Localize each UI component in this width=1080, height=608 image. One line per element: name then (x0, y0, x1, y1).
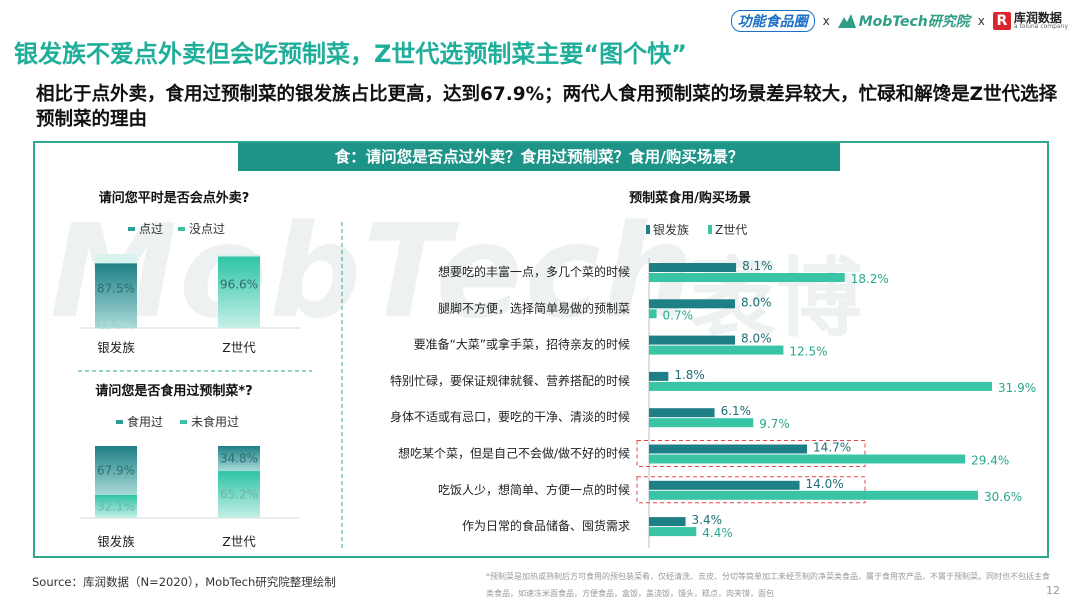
chart1-title: 请问您平时是否会点外卖? (99, 190, 250, 206)
chart1-legend-label-2: 未食用过 (191, 414, 239, 429)
chart1-value-label: 32.1% (97, 499, 135, 513)
chart2-category-label: 想吃某个菜，但是自己不会做/做不好的时候 (398, 446, 630, 461)
question-banner: 食：请问您是否点过外卖？食用过预制菜？食用/购买场景？ (238, 143, 840, 171)
chart1-bar-top-0 (95, 446, 137, 495)
chart2-legend-swatch-1 (646, 225, 650, 234)
chart1-legend-swatch-2 (180, 420, 187, 424)
chart0-category-label: Z世代 (222, 340, 256, 355)
chart2-value-label-silver: 8.1% (742, 259, 773, 273)
chart2-value-label-genz: 9.7% (759, 417, 790, 431)
chart2-value-label-silver: 14.7% (813, 441, 851, 455)
chart2-category-label: 腿脚不方便，选择简单易做的预制菜 (438, 300, 630, 315)
chart2-bar-silver (649, 480, 800, 490)
chart2-value-label-silver: 1.8% (674, 368, 705, 382)
chart0-value-label: 87.5% (97, 281, 135, 295)
page-subtitle: 相比于点外卖，食用过预制菜的银发族占比更高，达到67.9%；两代人食用预制菜的场… (36, 84, 1058, 130)
chart1-value-label: 67.9% (97, 463, 135, 477)
kurun-logo-text: 库润数据 (1013, 11, 1062, 25)
chart-frame (33, 141, 1049, 558)
chart2-bar-genz (649, 345, 784, 355)
chart1-bar-bottom-0 (95, 494, 137, 518)
logo-bar: 功能食品圈 x MobTech研究院 x R 库润数据 a toluna com… (730, 10, 1068, 32)
chart2-value-label-genz: 12.5% (789, 345, 827, 359)
chart2-bar-silver (649, 263, 737, 272)
chart2-value-label-genz: 29.4% (971, 454, 1009, 468)
chart1-category-label: 银发族 (97, 534, 135, 549)
gongneng-logo: 功能食品圈 (730, 10, 815, 32)
mobtech-mark-icon (837, 14, 856, 28)
chart2-bar-genz (649, 309, 657, 319)
chart2-category-label: 吃饭人少，想简单、方便一点的时候 (438, 482, 630, 497)
chart1-legend-swatch-1 (116, 420, 123, 424)
chart2-bar-silver (649, 335, 736, 345)
chart2-bar-silver (649, 299, 736, 309)
footnote: *预制菜是加热或熟制后方可食用的预包装菜肴，仅经清洗、去皮、分切等简单加工未经烹… (486, 572, 1050, 598)
chart2-legend-label-2: Z世代 (715, 223, 747, 237)
chart1-category-label: Z世代 (222, 534, 256, 549)
chart1-value-label: 65.2% (220, 488, 258, 502)
chart0-legend-swatch-1 (128, 227, 135, 231)
chart0-category-label: 银发族 (97, 340, 135, 355)
logo-separator: x (822, 14, 830, 28)
chart2-value-label-genz: 18.2% (851, 272, 889, 286)
chart0-bar-点过-0 (95, 263, 137, 328)
chart2-value-label-silver: 6.1% (721, 404, 752, 418)
chart2-value-label-silver: 8.0% (741, 295, 772, 309)
mobtech-logo-text: MobTech研究院 (858, 14, 970, 30)
chart0-legend-label-1: 点过 (139, 222, 163, 236)
chart2-legend-label-1: 银发族 (653, 222, 689, 237)
chart1-value-label: 34.8% (220, 452, 258, 466)
chart2-value-label-genz: 0.7% (663, 308, 694, 322)
chart2-highlight-box (636, 440, 866, 467)
kurun-mark-icon: R (992, 12, 1011, 30)
chart2-value-label-genz: 31.9% (998, 381, 1036, 395)
chart2-bar-silver (649, 444, 808, 454)
chart2-category-label: 想要吃的丰富一点，多几个菜的时候 (438, 264, 630, 279)
chart2-legend-swatch-2 (708, 225, 712, 234)
chart2-category-label: 要准备“大菜”或拿手菜，招待亲友的时候 (414, 337, 630, 352)
chart2-bar-silver (649, 408, 715, 418)
chart2-title: 请问您是否食用过预制菜*? (95, 383, 252, 399)
chart2-highlight-box (636, 476, 866, 504)
kurun-logo-subtext: a toluna company (1013, 23, 1068, 30)
watermark: MobTech (50, 198, 696, 347)
chart0-legend-label-2: 没点过 (189, 221, 225, 236)
chart2-category-label: 作为日常的食品储备、囤货需求 (462, 518, 630, 533)
chart1-bar-bottom-1 (218, 471, 260, 518)
chart0-value-label: 12.5% (99, 319, 134, 332)
chart1-bar-top-1 (218, 446, 260, 472)
chart0-legend-swatch-2 (178, 227, 185, 231)
chart3-title: 预制菜食用/购买场景 (629, 190, 751, 206)
chart2-bar-silver (649, 517, 686, 527)
chart0-bar-没点过-1 (218, 254, 260, 257)
chart0-value-label: 96.6% (220, 278, 258, 292)
chart0-bar-没点过-0 (95, 254, 137, 264)
chart2-value-label-silver: 8.0% (741, 332, 772, 346)
chart2-category-label: 特别忙碌，要保证规律就餐、营养搭配的时候 (390, 373, 630, 388)
chart1-legend-label-1: 食用过 (127, 414, 163, 429)
mobtech-logo: MobTech研究院 (837, 11, 970, 31)
chart0-bar-点过-1 (218, 256, 260, 328)
chart2-bar-genz (649, 381, 992, 391)
chart2-value-label-genz: 30.6% (984, 490, 1022, 504)
chart2-category-label: 身体不适或有忌口，要吃的干净、清淡的时候 (390, 409, 630, 424)
source-note: Source：库润数据（N=2020），MobTech研究院整理绘制 (32, 575, 336, 589)
chart2-value-label-genz: 4.4% (702, 526, 733, 540)
chart2-bar-genz (649, 418, 754, 428)
chart2-value-label-silver: 3.4% (692, 513, 723, 527)
page-title: 银发族不爱点外卖但会吃预制菜，Z世代选预制菜主要“图个快” (14, 40, 687, 68)
logo-separator: x (977, 14, 985, 28)
chart2-bar-genz (649, 454, 966, 464)
chart2-bar-genz (649, 490, 979, 500)
chart2-value-label-silver: 14.0% (806, 477, 844, 491)
chart2-bar-genz (649, 527, 697, 537)
page-number: 12 (1046, 584, 1060, 597)
chart2-bar-silver (649, 371, 669, 381)
kurun-logo: R 库润数据 a toluna company (992, 11, 1068, 30)
chart2-bar-genz (649, 273, 845, 282)
